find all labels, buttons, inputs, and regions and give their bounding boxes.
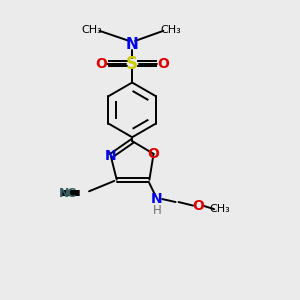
Text: CH₃: CH₃ [160,25,181,34]
Text: S: S [126,55,138,73]
Text: N: N [151,192,163,206]
Text: O: O [95,57,107,71]
Text: CH₃: CH₃ [210,204,230,214]
Text: O: O [192,199,204,213]
Text: N: N [59,187,69,200]
Text: N: N [126,37,139,52]
Text: N: N [105,149,117,163]
Text: C: C [67,187,76,200]
Text: O: O [148,147,160,161]
Text: O: O [158,57,169,71]
Text: CH₃: CH₃ [82,25,102,34]
Text: H: H [152,204,161,217]
